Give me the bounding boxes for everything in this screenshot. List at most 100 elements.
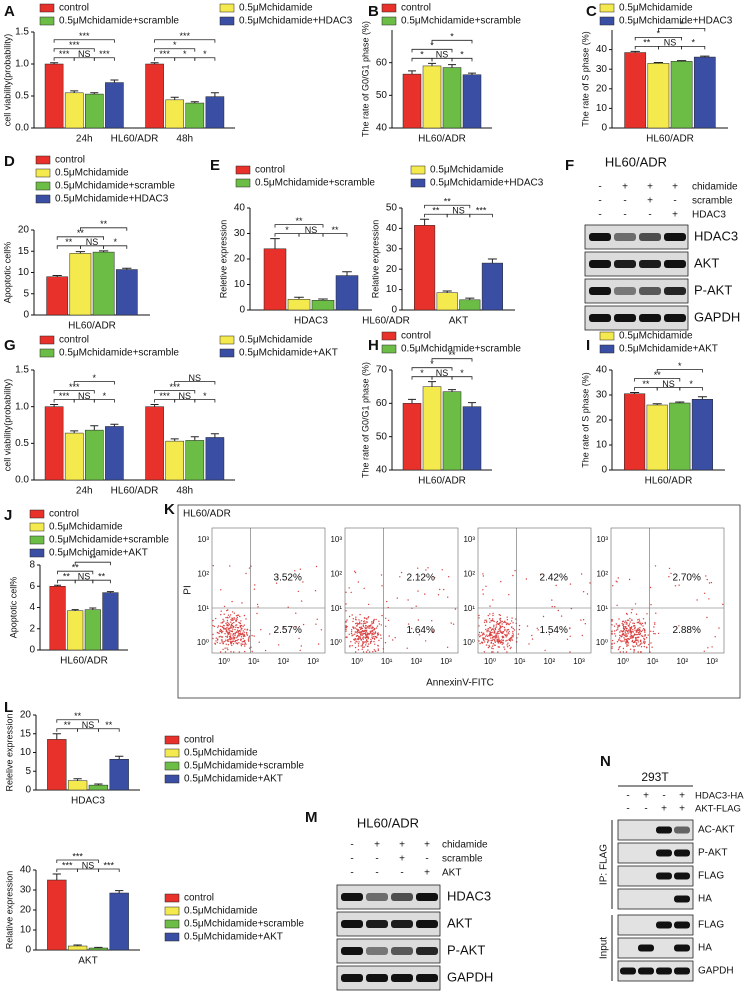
legend-swatch bbox=[381, 331, 397, 341]
blot-band bbox=[589, 260, 611, 268]
flow-event bbox=[231, 638, 233, 640]
y-axis-label: Relative expression bbox=[4, 871, 14, 950]
condition-label: scramble bbox=[442, 854, 483, 865]
lane-sign: - bbox=[648, 210, 651, 221]
legend-label: 0.5μMchidamide bbox=[55, 168, 129, 179]
lane-sign: - bbox=[626, 804, 629, 815]
flow-event bbox=[361, 648, 363, 650]
flow-event bbox=[452, 623, 455, 625]
flow-event bbox=[621, 622, 623, 625]
flow-event bbox=[366, 632, 369, 634]
flow-event bbox=[394, 637, 396, 639]
band-label: HDAC3 bbox=[447, 888, 491, 903]
flow-event bbox=[503, 646, 505, 648]
flow-event bbox=[247, 639, 250, 641]
flow-event bbox=[350, 631, 353, 633]
flow-event bbox=[622, 651, 625, 653]
flow-event bbox=[245, 618, 247, 620]
flow-event bbox=[654, 622, 656, 624]
flow-event bbox=[487, 640, 489, 642]
flow-event bbox=[380, 574, 383, 576]
flow-event bbox=[352, 618, 354, 620]
blot-band bbox=[589, 314, 611, 322]
significance-label: NS bbox=[178, 391, 191, 401]
flow-event bbox=[497, 651, 499, 653]
bar bbox=[442, 391, 462, 471]
group-label: IP: FLAG bbox=[599, 844, 610, 885]
band-label: P-AKT bbox=[698, 848, 727, 859]
flow-event bbox=[637, 641, 639, 643]
significance-label: *** bbox=[159, 49, 170, 59]
flow-event bbox=[630, 619, 633, 621]
flow-event bbox=[362, 646, 364, 649]
flow-event bbox=[618, 625, 620, 627]
legend-swatch bbox=[164, 932, 180, 942]
flow-event bbox=[650, 642, 652, 644]
flow-event bbox=[629, 627, 632, 630]
flow-event bbox=[369, 642, 372, 644]
legend-label: control bbox=[401, 3, 431, 14]
flow-event bbox=[512, 630, 514, 633]
flow-event bbox=[490, 639, 492, 642]
legend-label: control bbox=[49, 509, 79, 520]
flow-event bbox=[650, 630, 652, 632]
flow-event bbox=[494, 637, 496, 639]
legend-swatch bbox=[39, 16, 55, 26]
flow-event bbox=[381, 585, 383, 587]
x-tick-label: 24h bbox=[76, 134, 93, 145]
flow-event bbox=[239, 631, 242, 633]
flow-event bbox=[354, 627, 356, 629]
flow-event bbox=[351, 614, 353, 616]
flow-event bbox=[238, 642, 240, 644]
lane-sign: - bbox=[350, 840, 353, 851]
flow-event bbox=[481, 631, 483, 634]
flow-event bbox=[617, 626, 619, 628]
flow-event bbox=[500, 631, 502, 633]
blot-band bbox=[416, 974, 438, 982]
flow-event bbox=[484, 624, 487, 626]
flow-event bbox=[373, 629, 376, 631]
flow-event bbox=[625, 630, 627, 632]
error-bar bbox=[90, 425, 99, 431]
quadrant-lower: 2.57% bbox=[274, 625, 302, 636]
panel-label: J bbox=[4, 507, 12, 524]
flow-event bbox=[378, 620, 380, 622]
flow-event bbox=[392, 639, 394, 641]
flow-event bbox=[233, 617, 235, 619]
flow-event bbox=[224, 651, 227, 653]
x-tick-label: HL60/ADR bbox=[418, 134, 466, 145]
flow-event bbox=[492, 651, 494, 653]
flow-event bbox=[225, 639, 227, 641]
blot-box bbox=[617, 888, 694, 910]
flow-event bbox=[487, 614, 489, 617]
flow-event bbox=[367, 643, 370, 645]
flow-event bbox=[635, 613, 638, 615]
y-tick-label: 40 bbox=[234, 203, 246, 214]
legend-swatch bbox=[29, 535, 45, 545]
flow-event bbox=[229, 630, 231, 632]
band-label: AKT bbox=[694, 255, 719, 270]
flow-event bbox=[366, 645, 369, 648]
flow-y-tick: 10⁰ bbox=[197, 638, 209, 647]
blot-band bbox=[639, 287, 661, 295]
flow-event bbox=[508, 623, 510, 626]
flow-event bbox=[215, 640, 217, 642]
flow-event bbox=[228, 629, 230, 631]
flow-event bbox=[493, 626, 495, 628]
flow-event bbox=[236, 643, 239, 645]
lane-sign: - bbox=[662, 791, 665, 802]
blot-band bbox=[366, 920, 388, 928]
blot-band bbox=[674, 826, 690, 834]
error-bar bbox=[675, 401, 685, 403]
flow-event bbox=[213, 625, 216, 628]
flow-event bbox=[512, 574, 514, 577]
error-bar bbox=[52, 274, 62, 277]
flow-event bbox=[653, 626, 655, 628]
flow-event bbox=[243, 624, 245, 626]
flow-event bbox=[231, 611, 234, 613]
flow-event bbox=[483, 641, 486, 643]
flow-x-tick: 10³ bbox=[706, 657, 718, 666]
flow-y-tick: 10¹ bbox=[330, 604, 342, 613]
error-bar bbox=[170, 96, 179, 100]
